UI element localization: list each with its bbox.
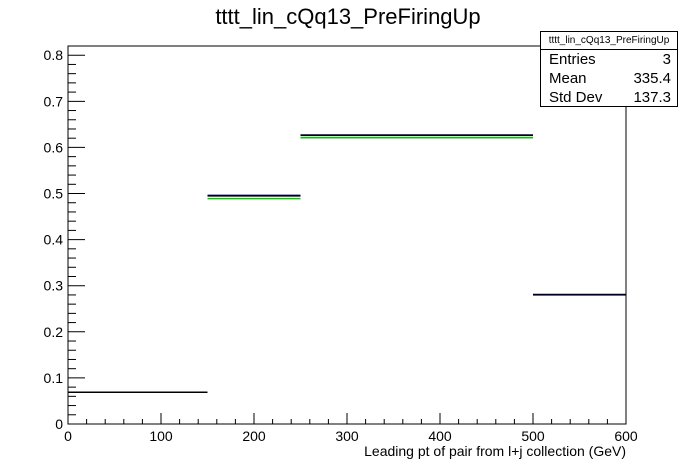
- x-tick-label: 400: [428, 428, 452, 444]
- stats-box: tttt_lin_cQq13_PreFiringUp Entries 3 Mea…: [540, 31, 678, 107]
- y-tick-label: 0.8: [44, 47, 64, 63]
- y-tick-label: 0.1: [44, 370, 64, 386]
- stats-row-entries: Entries 3: [541, 50, 677, 69]
- axes: 0 100 200 300 400 500 600 0 0.1 0.2 0.3 0.4 0.5 0.6 0.…: [44, 45, 638, 444]
- stats-value: 137.3: [633, 89, 671, 106]
- y-tick-label: 0: [55, 416, 63, 432]
- chart-title: tttt_lin_cQq13_PreFiringUp: [215, 4, 481, 29]
- x-tick-label: 200: [242, 428, 266, 444]
- x-tick-label: 100: [149, 428, 173, 444]
- x-axis-label: Leading pt of pair from l+j collection (…: [364, 443, 626, 459]
- y-tick-label: 0.5: [44, 186, 64, 202]
- y-tick-label: 0.3: [44, 278, 64, 294]
- x-tick-label: 300: [335, 428, 359, 444]
- stats-value: 335.4: [633, 70, 671, 87]
- y-tick-label: 0.7: [44, 93, 64, 109]
- stats-label: Std Dev: [549, 89, 603, 106]
- stats-box-title: tttt_lin_cQq13_PreFiringUp: [541, 32, 677, 50]
- x-tick-label: 600: [614, 428, 638, 444]
- x-tick-label: 500: [521, 428, 545, 444]
- stats-row-stddev: Std Dev 137.3: [541, 88, 677, 107]
- stats-value: 3: [662, 51, 671, 68]
- stats-label: Entries: [549, 51, 596, 68]
- stats-label: Mean: [549, 70, 587, 87]
- y-tick-label: 0.4: [44, 232, 64, 248]
- y-tick-label: 0.2: [44, 324, 64, 340]
- x-tick-label: 0: [64, 428, 72, 444]
- y-tick-label: 0.6: [44, 139, 64, 155]
- histogram-bins: [68, 134, 626, 393]
- stats-row-mean: Mean 335.4: [541, 69, 677, 88]
